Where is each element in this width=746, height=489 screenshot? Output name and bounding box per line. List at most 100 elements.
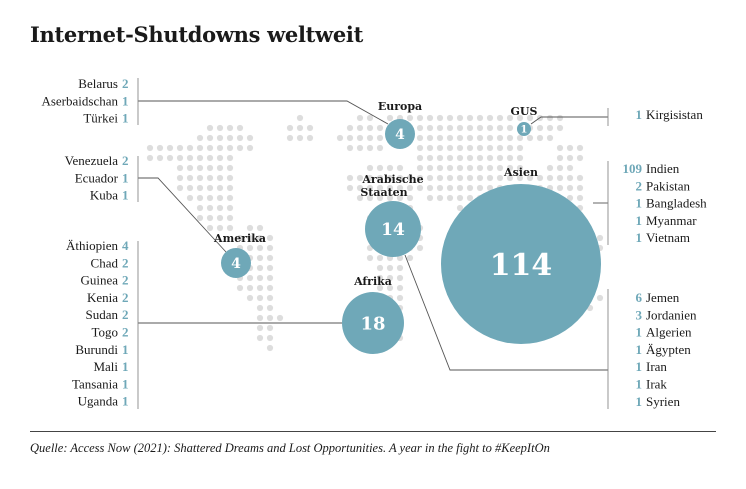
map-dot xyxy=(346,124,354,132)
map-dot xyxy=(286,134,294,142)
bubble-arabische-staaten xyxy=(365,201,421,257)
map-dot xyxy=(366,184,374,192)
map-dot xyxy=(436,194,444,202)
bubble-gus xyxy=(517,122,531,136)
map-dot xyxy=(556,174,564,182)
map-dot xyxy=(246,224,254,232)
map-dot xyxy=(416,174,424,182)
map-dot xyxy=(216,194,224,202)
map-dot xyxy=(456,144,464,152)
map-dot xyxy=(256,324,264,332)
map-dot xyxy=(556,184,564,192)
map-dot xyxy=(566,164,574,172)
map-dot xyxy=(506,144,514,152)
bubble-afrika xyxy=(342,292,404,354)
map-dot xyxy=(416,144,424,152)
map-dot xyxy=(546,134,554,142)
country-count: 2 xyxy=(122,307,129,322)
map-dot xyxy=(256,234,264,242)
map-dot xyxy=(456,154,464,162)
map-dot xyxy=(246,244,254,252)
map-dot xyxy=(226,224,234,232)
map-dot xyxy=(386,284,394,292)
map-dot xyxy=(376,274,384,282)
map-dot xyxy=(436,164,444,172)
country-name: Türkei xyxy=(83,111,118,126)
map-dot xyxy=(246,234,254,242)
map-dot xyxy=(436,124,444,132)
map-dot xyxy=(516,144,524,152)
country-count: 1 xyxy=(122,170,129,185)
map-dot xyxy=(416,164,424,172)
map-dot xyxy=(446,124,454,132)
map-dot xyxy=(146,154,154,162)
country-name: Guinea xyxy=(80,273,118,288)
country-count: 1 xyxy=(636,342,643,357)
map-dot xyxy=(386,264,394,272)
map-dot xyxy=(226,184,234,192)
country-name: Kirgisistan xyxy=(646,107,703,122)
map-dot xyxy=(436,144,444,152)
country-count: 1 xyxy=(636,394,643,409)
map-dot xyxy=(236,144,244,152)
country-count: 2 xyxy=(122,325,129,340)
country-name: Venezuela xyxy=(65,153,119,168)
map-dot xyxy=(296,124,304,132)
country-count: 1 xyxy=(122,342,129,357)
country-count: 109 xyxy=(623,161,643,176)
map-dot xyxy=(506,154,514,162)
country-name: Algerien xyxy=(646,325,692,340)
map-dot xyxy=(226,174,234,182)
map-dot xyxy=(426,174,434,182)
bubble-value-asien: 114 xyxy=(490,248,553,283)
country-count: 1 xyxy=(636,107,643,122)
country-name: Jordanien xyxy=(646,307,697,322)
country-count: 1 xyxy=(122,111,129,126)
map-dot xyxy=(216,184,224,192)
map-dot xyxy=(256,264,264,272)
map-dot xyxy=(196,174,204,182)
map-dot xyxy=(516,134,524,142)
country-name: Bangladesh xyxy=(646,196,707,211)
map-dot xyxy=(386,114,394,122)
map-dot xyxy=(456,194,464,202)
connector-lines xyxy=(137,78,609,409)
map-dot xyxy=(526,134,534,142)
map-dot xyxy=(356,134,364,142)
map-dot xyxy=(506,124,514,132)
map-dot xyxy=(456,164,464,172)
map-dot xyxy=(226,204,234,212)
region-label-asien: Asien xyxy=(503,166,538,179)
map-dot xyxy=(536,134,544,142)
map-dot xyxy=(596,294,604,302)
country-name: Belarus xyxy=(78,76,118,91)
map-dot xyxy=(496,134,504,142)
map-dot xyxy=(216,164,224,172)
connector-europa xyxy=(138,100,389,125)
map-dot xyxy=(256,314,264,322)
map-dot xyxy=(176,184,184,192)
map-dot xyxy=(386,194,394,202)
map-dot xyxy=(486,144,494,152)
country-name: Ecuador xyxy=(75,170,119,185)
country-count: 1 xyxy=(636,377,643,392)
map-dot xyxy=(206,194,214,202)
map-dot xyxy=(396,184,404,192)
country-name: Indien xyxy=(646,161,680,176)
chart-title: Internet-Shutdowns weltweit xyxy=(30,22,363,47)
map-dot xyxy=(396,174,404,182)
map-dot xyxy=(396,274,404,282)
map-dot xyxy=(366,254,374,262)
connector-arabische-staaten xyxy=(404,254,608,371)
region-label-arabische-staaten: Arabische xyxy=(361,173,423,186)
map-dot xyxy=(216,134,224,142)
bubble-amerika xyxy=(221,248,251,278)
bubble-value-afrika: 18 xyxy=(360,313,385,334)
region-label-gus: GUS xyxy=(511,105,538,118)
map-dot xyxy=(396,264,404,272)
map-dot xyxy=(196,164,204,172)
map-dot xyxy=(366,134,374,142)
map-dot xyxy=(226,194,234,202)
map-dot xyxy=(246,134,254,142)
map-dot xyxy=(356,124,364,132)
